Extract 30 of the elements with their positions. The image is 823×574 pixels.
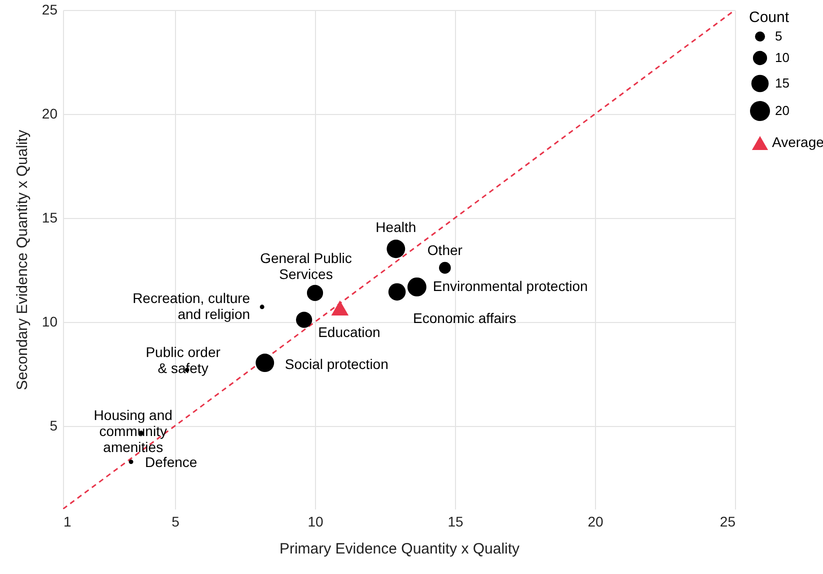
annotation: Environmental protection	[432, 278, 588, 294]
legend-label: 15	[775, 76, 790, 90]
annotation: Public order & safety	[146, 344, 221, 376]
annotation: Other	[427, 242, 463, 258]
y-tick-label: 5	[50, 417, 58, 434]
y-axis-title: Secondary Evidence Quantity x Quality	[14, 129, 31, 390]
annotation: Health	[376, 218, 416, 235]
annotation: Recreation, culture and religion	[132, 290, 250, 322]
y-tick-label: 25	[42, 2, 58, 18]
y-tick-label: 10	[42, 313, 58, 330]
legend-title: Count	[749, 9, 790, 26]
legend-label: Average	[772, 134, 823, 150]
y-tick-label: 20	[42, 105, 58, 122]
annotation: Education	[318, 324, 380, 340]
x-tick-label: 5	[172, 514, 180, 530]
annotation: Housing and community amenities	[94, 406, 172, 455]
annotation: Social protection	[284, 356, 388, 372]
x-tick-label: 20	[588, 514, 604, 530]
legend-label: 20	[775, 103, 790, 118]
annotation: Defence	[145, 454, 198, 470]
legend-label: 5	[775, 28, 782, 44]
x-axis-title: Primary Evidence Quantity x Quality	[279, 540, 520, 558]
legend-label: 10	[775, 50, 790, 65]
x-tick-label: 10	[308, 514, 324, 530]
annotation: General Public Services	[260, 250, 352, 282]
y-tick-label: 15	[42, 209, 58, 226]
x-tick-label: 15	[448, 514, 464, 530]
annotation: Economic affairs	[413, 310, 516, 326]
x-tick-label: 1	[64, 514, 72, 530]
x-tick-label: 25	[720, 514, 736, 530]
